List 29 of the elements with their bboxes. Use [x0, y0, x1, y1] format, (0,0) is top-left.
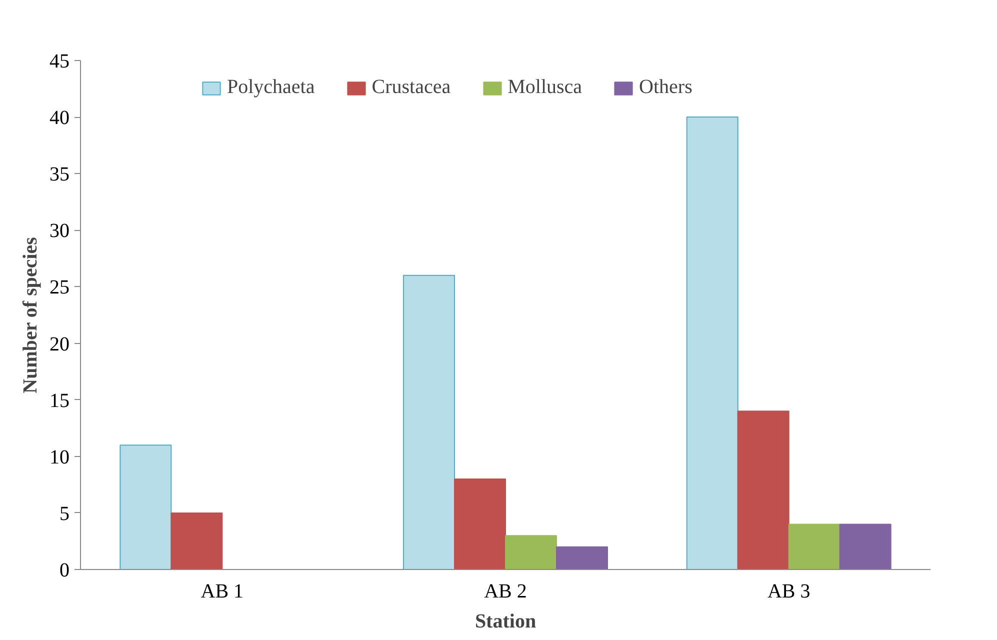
legend-label: Mollusca [508, 76, 582, 99]
y-tick-label: 35 [50, 164, 70, 186]
bar [556, 546, 608, 570]
y-tick-label: 10 [50, 446, 70, 468]
x-tick-label: AB 3 [767, 580, 810, 602]
y-tick-label: 25 [50, 276, 70, 299]
y-tick-label: 20 [50, 333, 70, 356]
y-tick-label: 5 [60, 502, 70, 525]
y-tick-label: 30 [50, 220, 70, 242]
bar [788, 524, 840, 570]
bar [403, 274, 455, 570]
y-tick-label: 45 [50, 50, 70, 72]
x-tick-label: AB 2 [484, 580, 527, 602]
y-tick-label: 15 [50, 390, 70, 412]
x-axis-title: Station [474, 610, 536, 632]
y-tick-label: 0 [60, 560, 70, 582]
bar [686, 116, 738, 570]
bar [170, 512, 223, 570]
legend-label: Others [639, 76, 692, 99]
legend-label: Polychaeta [227, 76, 315, 99]
y-tick-label: 40 [50, 107, 70, 130]
y-axis-title: Number of species [20, 236, 42, 394]
bar [120, 444, 172, 570]
bar [839, 524, 892, 570]
bar [454, 478, 506, 570]
bar [737, 410, 790, 570]
bar [505, 535, 557, 570]
legend-label: Crustacea [372, 76, 451, 99]
x-tick-label: AB 1 [200, 580, 244, 602]
